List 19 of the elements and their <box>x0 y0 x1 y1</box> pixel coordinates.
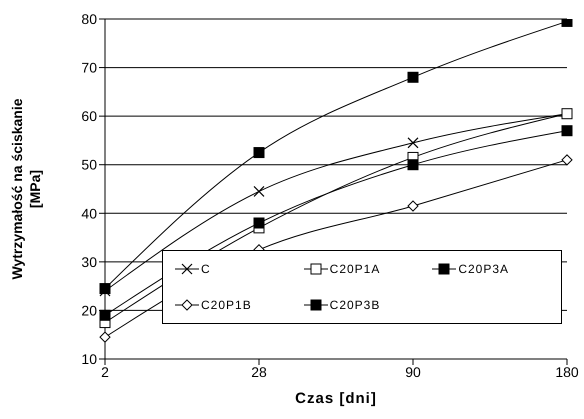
legend-label: C20P3A <box>458 262 510 276</box>
y-tick-label: 70 <box>81 60 98 76</box>
x-tick-label: 180 <box>555 364 579 380</box>
x-tick-label: 28 <box>251 364 267 380</box>
y-axis-title: Wytrzymałość na ściskanie [MPa] <box>9 98 43 280</box>
y-tick-label: 30 <box>81 254 98 270</box>
y-tick-label: 10 <box>81 350 98 367</box>
y-tick-label: 80 <box>81 10 98 27</box>
legend-label: C <box>201 262 211 276</box>
y-tick-label: 60 <box>81 108 98 124</box>
legend-label: C20P3B <box>330 298 380 312</box>
legend-label: C20P1B <box>201 298 252 312</box>
legend-label: C20P1A <box>330 262 380 276</box>
y-tick-label: 40 <box>81 205 98 222</box>
x-tick-label: 2 <box>101 364 110 380</box>
x-tick-label: 90 <box>405 364 421 380</box>
y-tick-label: 20 <box>81 302 98 318</box>
y-tick-label: 50 <box>81 156 98 173</box>
x-axis-title: Czas [dni] <box>295 390 377 407</box>
